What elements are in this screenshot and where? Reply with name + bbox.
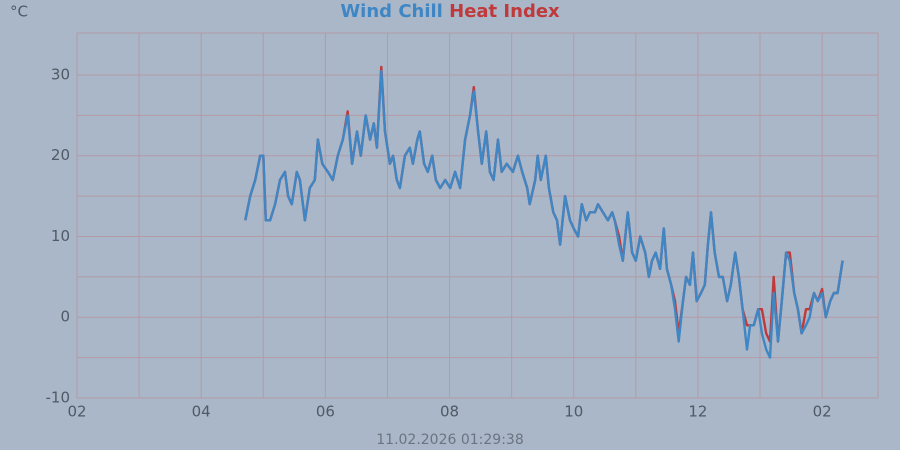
y-tick-label: 30: [51, 65, 70, 83]
plot-frame: [76, 32, 879, 399]
x-tick-label: 04: [192, 403, 211, 421]
timestamp: 11.02.2026 01:29:38: [376, 432, 524, 448]
x-tick-label: 12: [688, 403, 707, 421]
legend-entry: Wind Chill: [340, 1, 443, 22]
x-tick-label: 02: [813, 403, 832, 421]
x-tick-label: 02: [67, 403, 86, 421]
y-tick-label: 10: [51, 227, 70, 245]
y-tick-label: 20: [51, 146, 70, 164]
data-line: [244, 65, 844, 343]
legend-entry: Heat Index: [449, 1, 560, 22]
x-tick-label: 06: [316, 403, 335, 421]
y-tick-label: -10: [46, 389, 71, 407]
x-tick-label: 10: [564, 403, 583, 421]
y-unit: °C: [10, 3, 28, 21]
chart-title: Wind Chill Heat Index: [340, 1, 560, 22]
data-line: [244, 69, 844, 359]
y-tick-label: 0: [60, 308, 70, 326]
x-tick-label: 08: [440, 403, 459, 421]
